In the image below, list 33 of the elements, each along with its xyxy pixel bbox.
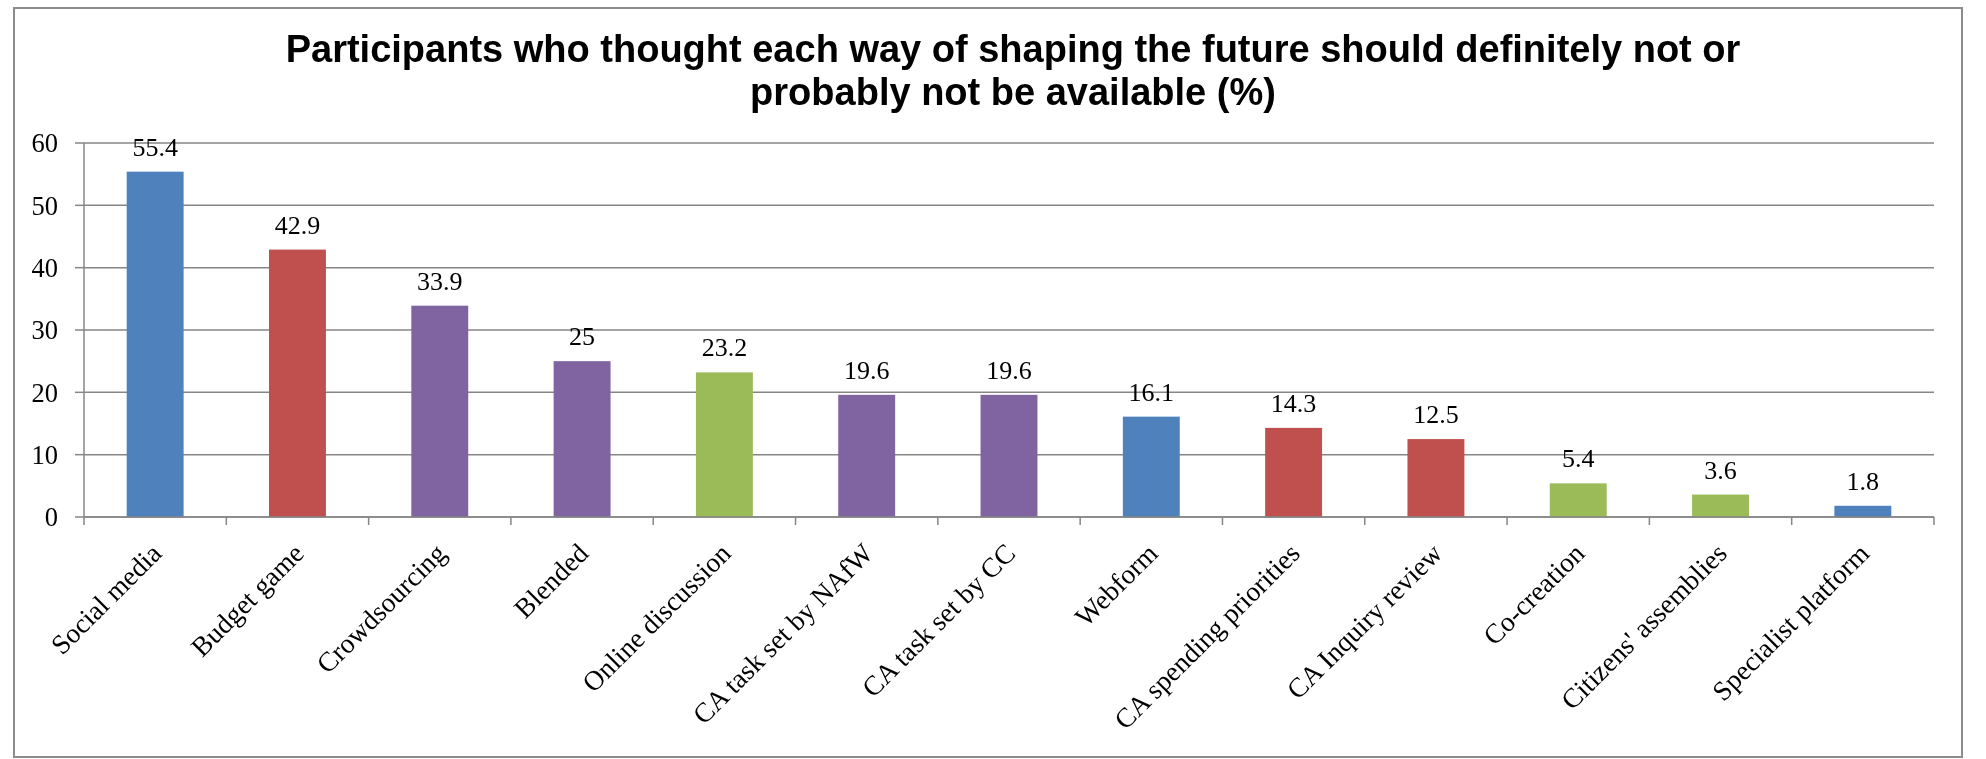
data-label: 19.6	[986, 355, 1032, 385]
bar	[553, 361, 611, 517]
data-label: 33.9	[417, 266, 463, 296]
bar	[695, 372, 753, 517]
bar	[1407, 439, 1465, 517]
bar	[1122, 416, 1180, 517]
data-label: 16.1	[1128, 377, 1175, 407]
y-tick-label: 40	[31, 252, 58, 283]
y-tick-label: 10	[31, 439, 58, 470]
y-tick-label: 20	[31, 377, 58, 408]
data-label: 5.4	[1561, 444, 1595, 474]
bar	[838, 394, 896, 517]
y-tick-label: 60	[31, 128, 58, 159]
y-tick-label: 50	[31, 190, 58, 221]
data-label: 42.9	[274, 210, 321, 240]
y-tick-label: 0	[44, 502, 58, 533]
data-label: 12.5	[1413, 400, 1459, 430]
bar	[411, 305, 469, 517]
bar	[126, 171, 184, 517]
data-label: 23.2	[701, 333, 748, 363]
data-label: 55.4	[132, 132, 178, 162]
y-tick-label: 30	[31, 315, 58, 346]
bar	[269, 249, 326, 517]
data-label: 19.6	[843, 355, 890, 385]
data-label: 3.6	[1704, 455, 1737, 485]
chart-title: Participants who thought each way of shaping the future should definitely not or probably not be available (%)	[285, 28, 1741, 113]
bar	[980, 394, 1038, 517]
data-label: 25	[569, 322, 596, 352]
bar	[1549, 483, 1607, 517]
data-label: 14.3	[1270, 388, 1317, 418]
data-label: 1.8	[1846, 466, 1880, 496]
bar	[1265, 427, 1323, 517]
bar	[1692, 494, 1749, 517]
